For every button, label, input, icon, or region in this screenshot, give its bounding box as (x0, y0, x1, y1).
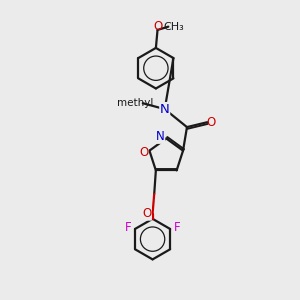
Text: N: N (160, 103, 169, 116)
Text: O: O (207, 116, 216, 129)
Text: O: O (139, 146, 148, 159)
Text: CH₃: CH₃ (164, 22, 184, 32)
Text: N: N (156, 130, 165, 143)
Text: O: O (142, 207, 151, 220)
Text: O: O (153, 20, 162, 33)
Text: F: F (124, 221, 131, 234)
Text: methyl: methyl (117, 98, 154, 108)
Text: F: F (174, 221, 181, 234)
